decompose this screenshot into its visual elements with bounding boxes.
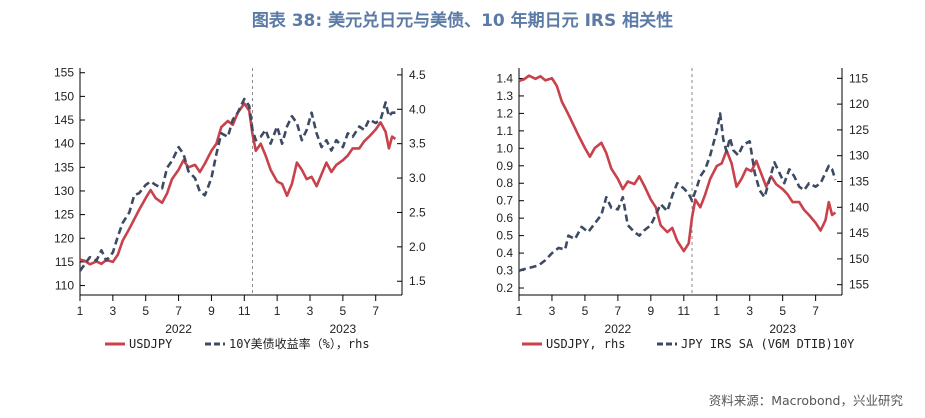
left-tick-label: 1.4	[496, 71, 513, 85]
right-tick-label: 3.0	[409, 171, 426, 185]
x-tick-label: 5	[340, 304, 347, 318]
x-tick-label: 7	[615, 304, 622, 318]
legend-label: 10Y美债收益率（%），rhs	[229, 336, 370, 351]
x-tick-label: 3	[746, 304, 753, 318]
legend-label: USDJPY, rhs	[546, 337, 625, 351]
series-line-dashed	[518, 112, 837, 272]
left-tick-label: 150	[54, 89, 74, 103]
x-tick-label: 11	[678, 304, 691, 318]
right-tick-label: 3.5	[409, 137, 426, 151]
left-tick-label: 0.6	[496, 211, 513, 225]
x-tick-label: 1	[713, 304, 720, 318]
right-tick-label: 135	[849, 175, 869, 189]
right-tick-label: 1.5	[409, 274, 426, 288]
right-tick-label: 115	[849, 71, 868, 85]
year-label: 2022	[605, 322, 632, 336]
left-tick-label: 0.4	[496, 246, 513, 260]
x-tick-label: 11	[238, 304, 251, 318]
x-tick-label: 9	[208, 304, 215, 318]
left-tick-label: 135	[54, 160, 74, 174]
x-tick-label: 5	[582, 304, 589, 318]
left-tick-label: 130	[54, 184, 74, 198]
left-tick-label: 110	[55, 279, 74, 293]
series-line-solid	[518, 74, 837, 253]
chart-usdjpy-vs-jpyirs10y: 0.2 0.3 0.4 0.5 0.6 0.7 0.8 0.9 1.0 1.1 1.2 1.3 1.4 1…	[496, 68, 869, 351]
right-tick-label: 140	[849, 200, 869, 214]
left-tick-label: 0.2	[496, 281, 513, 295]
left-tick-label: 1.3	[496, 89, 513, 103]
year-label: 2023	[769, 322, 796, 336]
left-tick-label: 145	[54, 113, 74, 127]
right-tick-label: 4.5	[409, 68, 426, 82]
x-tick-label: 7	[372, 304, 379, 318]
x-tick-label: 5	[779, 304, 786, 318]
right-tick-label: 125	[849, 123, 869, 137]
x-tick-label: 1	[516, 304, 523, 318]
x-tick-label: 9	[647, 304, 654, 318]
x-tick-label: 1	[274, 304, 281, 318]
right-tick-label: 2.0	[409, 240, 426, 254]
x-tick-label: 3	[549, 304, 556, 318]
series-line-solid	[79, 102, 397, 266]
left-tick-label: 140	[54, 137, 74, 151]
left-tick-label: 0.7	[496, 194, 513, 208]
chart-usdjpy-vs-ust10y: 1101151201251301351401451501551.52.02.53…	[54, 66, 426, 351]
right-tick-label: 155	[849, 278, 869, 292]
left-tick-label: 0.8	[496, 176, 513, 190]
left-tick-label: 0.3	[496, 264, 513, 278]
legend-label: USDJPY	[129, 337, 173, 351]
left-tick-label: 0.5	[496, 229, 513, 243]
x-tick-label: 5	[142, 304, 149, 318]
x-tick-label: 3	[110, 304, 117, 318]
left-tick-label: 1.1	[496, 124, 513, 138]
left-tick-label: 125	[54, 208, 74, 222]
left-tick-label: 0.9	[496, 159, 513, 173]
legend-label: JPY IRS SA (V6M DTIB)10Y	[681, 337, 855, 351]
left-tick-label: 120	[54, 231, 74, 245]
x-tick-label: 7	[812, 304, 819, 318]
right-tick-label: 130	[849, 149, 869, 163]
left-tick-label: 1.0	[496, 141, 513, 155]
x-tick-label: 3	[307, 304, 314, 318]
year-label: 2023	[330, 322, 357, 336]
right-tick-label: 145	[849, 226, 869, 240]
x-tick-label: 1	[77, 304, 84, 318]
right-tick-label: 2.5	[409, 205, 426, 219]
right-tick-label: 120	[849, 97, 869, 111]
right-tick-label: 150	[849, 252, 869, 266]
left-tick-label: 115	[55, 255, 74, 269]
left-tick-label: 1.2	[496, 106, 513, 120]
right-tick-label: 4.0	[409, 102, 426, 116]
left-tick-label: 155	[54, 66, 74, 80]
x-tick-label: 7	[175, 304, 182, 318]
figure-title: 图表 38: 美元兑日元与美债、10 年期日元 IRS 相关性	[251, 11, 674, 31]
series-line-dashed	[78, 97, 396, 272]
source-note: 资料来源：Macrobond，兴业研究	[708, 393, 903, 408]
year-label: 2022	[165, 322, 192, 336]
